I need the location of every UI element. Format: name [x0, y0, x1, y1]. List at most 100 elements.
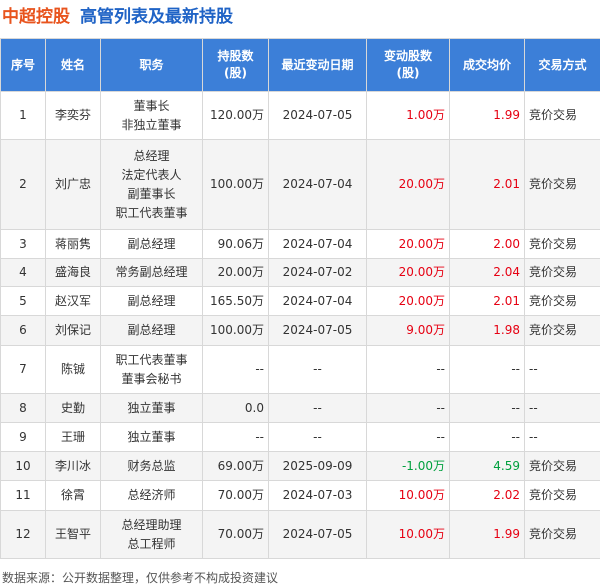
table-row: 4 盛海良 常务副总经理 20.00万 2024-07-02 20.00万 2.04 竞价交易	[0, 258, 600, 287]
table-cell: 10.00万	[366, 480, 450, 511]
table-cell: 0.0	[202, 393, 269, 423]
column-header: 变动股数 (股)	[366, 38, 450, 92]
header-line: 成交均价	[462, 57, 511, 72]
cell-text: 2024-07-04	[282, 293, 353, 308]
table-cell: --	[449, 422, 525, 452]
cell-text: 2025-09-09	[282, 458, 353, 473]
company: 中超控股	[2, 7, 70, 27]
table-body: 1 李奕芬 董事长 非独立董事 120.00万 2024-07-05 1.00万 1.99 竞价…	[0, 91, 600, 559]
cell-text: 竞价交易	[529, 293, 578, 308]
table-cell: 总经济师	[100, 480, 203, 511]
cell-line: 非独立董事	[121, 117, 182, 132]
header-line: (股)	[396, 66, 420, 80]
table-cell: 2024-07-05	[268, 91, 367, 140]
table-cell: 2.02	[449, 480, 525, 511]
table-cell: 2024-07-03	[268, 480, 367, 511]
table-cell: 竞价交易	[524, 91, 600, 140]
cell-text: --	[511, 362, 520, 376]
table-cell: 竞价交易	[524, 480, 600, 511]
cell-text: 1.99	[493, 108, 520, 122]
cell-line: 职工代表董事	[115, 352, 188, 367]
cell-text: 竞价交易	[529, 488, 578, 502]
cell-text: --	[511, 429, 520, 444]
table-cell: 1.99	[449, 510, 525, 559]
cell-text: 刘保记	[54, 323, 91, 337]
table-row: 9 王珊 独立董事 -- -- -- -- --	[0, 422, 600, 452]
cell-line: 独立董事	[127, 400, 176, 415]
cell-text: --	[436, 429, 445, 444]
table-cell: 6	[0, 315, 46, 346]
table-cell: 2024-07-05	[268, 315, 367, 346]
table-cell: 10	[0, 451, 46, 481]
cell-text: 7	[19, 362, 27, 376]
table-cell: 刘保记	[45, 315, 101, 346]
cell-text: 12	[15, 527, 31, 541]
table-cell: 竞价交易	[524, 451, 600, 481]
table-cell: -1.00万	[366, 451, 450, 481]
cell-text: 2	[19, 177, 27, 191]
table-cell: 陈铖	[45, 345, 101, 394]
table-cell: 2.01	[449, 139, 525, 230]
cell-text: --	[313, 429, 322, 444]
cell-text: 2.00	[493, 236, 520, 251]
table-cell: 8	[0, 393, 46, 423]
cell-text: 90.06万	[217, 236, 264, 251]
table-cell: --	[366, 422, 450, 452]
cell-text: 2024-07-05	[282, 323, 353, 337]
cell-text: 竞价交易	[529, 177, 578, 191]
cell-line: 财务总监	[127, 458, 176, 473]
column-header: 姓名	[45, 38, 101, 92]
table-row: 12 王智平 总经理助理 总工程师 70.00万 2024-07-05 10.00万 1.99…	[0, 510, 600, 559]
table-cell: 王智平	[45, 510, 101, 559]
table-cell: 蒋丽隽	[45, 229, 101, 259]
cell-text: --	[255, 362, 264, 376]
cell-text: 10	[15, 458, 31, 473]
table-cell: --	[449, 345, 525, 394]
cell-line: 副总经理	[127, 236, 176, 251]
table-cell: 刘广忠	[45, 139, 101, 230]
cell-text: 100.00万	[210, 177, 264, 191]
cell-text: 10.00万	[398, 488, 445, 502]
cell-text: 165.50万	[210, 293, 264, 308]
cell-text: 20.00万	[398, 265, 445, 279]
table-cell: 70.00万	[202, 510, 269, 559]
cell-text: 2.01	[493, 177, 520, 191]
table-cell: 10.00万	[366, 510, 450, 559]
cell-line: 董事长	[133, 98, 170, 113]
cell-text: -1.00万	[401, 458, 445, 473]
cell-line: 总工程师	[127, 536, 176, 551]
cell-line: 副董事长	[127, 186, 176, 201]
cell-line: 法定代表人	[121, 167, 182, 182]
table-cell: 20.00万	[366, 229, 450, 259]
cell-text: 3	[19, 236, 27, 251]
table-cell: --	[524, 422, 600, 452]
cell-text: 竞价交易	[529, 108, 578, 122]
cell-text: 20.00万	[398, 293, 445, 308]
table-cell: 2024-07-04	[268, 139, 367, 230]
table-cell: --	[524, 345, 600, 394]
table-cell: 70.00万	[202, 480, 269, 511]
column-header: 持股数 (股)	[202, 38, 269, 92]
table-cell: 20.00万	[202, 258, 269, 287]
header-line: 变动股数	[383, 49, 432, 63]
cell-text: 陈铖	[60, 362, 85, 376]
cell-text: 11	[15, 488, 31, 502]
cell-text: 2024-07-02	[282, 265, 353, 279]
table-cell: 2.01	[449, 286, 525, 316]
table-row: 11 徐霄 总经济师 70.00万 2024-07-03 10.00万 2.02 竞价交易	[0, 480, 600, 511]
table-cell: 100.00万	[202, 139, 269, 230]
cell-text: 竞价交易	[529, 527, 578, 541]
table-row: 1 李奕芬 董事长 非独立董事 120.00万 2024-07-05 1.00万 1.99 竞价…	[0, 91, 600, 140]
cell-text: 20.00万	[398, 236, 445, 251]
table-cell: 11	[0, 480, 46, 511]
table-cell: 副总经理	[100, 315, 203, 346]
table-cell: 2024-07-02	[268, 258, 367, 287]
table-cell: 徐霄	[45, 480, 101, 511]
column-header: 最近变动日期	[268, 38, 367, 92]
table-cell: --	[366, 393, 450, 423]
cell-text: 竞价交易	[529, 236, 578, 251]
table-cell: 史勤	[45, 393, 101, 423]
cell-text: 100.00万	[210, 323, 264, 337]
table-cell: 独立董事	[100, 422, 203, 452]
